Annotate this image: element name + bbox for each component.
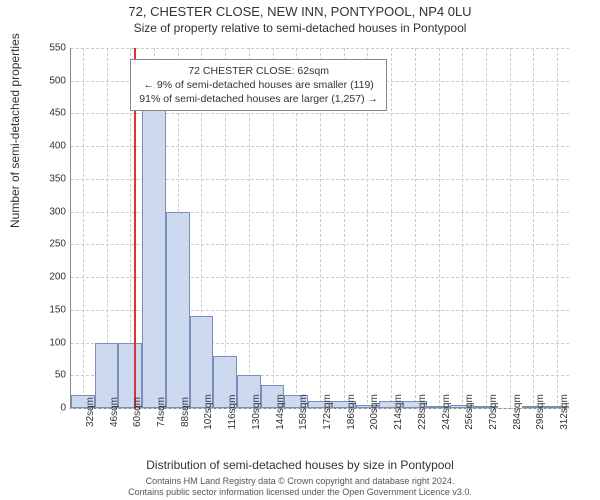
gridline-v	[533, 48, 534, 408]
histogram-bar	[142, 110, 166, 408]
ytick-label: 550	[36, 43, 66, 54]
ytick-label: 200	[36, 272, 66, 283]
ytick-label: 150	[36, 304, 66, 315]
xtick-label: 172sqm	[322, 394, 333, 430]
footer-line2: Contains public sector information licen…	[128, 487, 472, 497]
gridline-v	[462, 48, 463, 408]
xtick-label: 200sqm	[369, 394, 380, 430]
y-axis-label: Number of semi-detached properties	[8, 33, 22, 228]
x-axis-label: Distribution of semi-detached houses by …	[0, 458, 600, 472]
footer-line1: Contains HM Land Registry data © Crown c…	[146, 476, 455, 486]
xtick-label: 242sqm	[441, 394, 452, 430]
ytick-label: 100	[36, 337, 66, 348]
ytick-label: 250	[36, 239, 66, 250]
xtick-label: 46sqm	[109, 397, 120, 427]
gridline-v	[391, 48, 392, 408]
gridline-v	[439, 48, 440, 408]
xtick-label: 228sqm	[417, 394, 428, 430]
xtick-label: 284sqm	[512, 394, 523, 430]
xtick-label: 74sqm	[156, 397, 167, 427]
xtick-label: 144sqm	[275, 394, 286, 430]
chart-title-sub: Size of property relative to semi-detach…	[0, 21, 600, 35]
ytick-label: 50	[36, 370, 66, 381]
xtick-label: 130sqm	[251, 394, 262, 430]
gridline-v	[510, 48, 511, 408]
ytick-label: 450	[36, 108, 66, 119]
xtick-label: 102sqm	[203, 394, 214, 430]
ytick-label: 0	[36, 403, 66, 414]
xtick-label: 32sqm	[85, 397, 96, 427]
chart-title-main: 72, CHESTER CLOSE, NEW INN, PONTYPOOL, N…	[0, 0, 600, 19]
xtick-label: 186sqm	[346, 394, 357, 430]
xtick-label: 88sqm	[180, 397, 191, 427]
plot-area: 72 CHESTER CLOSE: 62sqm← 9% of semi-deta…	[70, 48, 569, 409]
histogram-bar	[166, 212, 190, 408]
xtick-label: 270sqm	[488, 394, 499, 430]
xtick-label: 60sqm	[132, 397, 143, 427]
gridline-v	[557, 48, 558, 408]
annotation-line1: 72 CHESTER CLOSE: 62sqm	[139, 64, 378, 78]
ytick-label: 400	[36, 141, 66, 152]
ytick-label: 300	[36, 206, 66, 217]
chart-container: { "title_main": "72, CHESTER CLOSE, NEW …	[0, 0, 600, 500]
xtick-label: 214sqm	[393, 394, 404, 430]
annotation-box: 72 CHESTER CLOSE: 62sqm← 9% of semi-deta…	[130, 59, 387, 112]
ytick-label: 500	[36, 75, 66, 86]
xtick-label: 116sqm	[227, 395, 238, 430]
xtick-label: 158sqm	[298, 394, 309, 430]
annotation-line3: 91% of semi-detached houses are larger (…	[139, 92, 378, 106]
gridline-v	[486, 48, 487, 408]
xtick-label: 256sqm	[464, 394, 475, 430]
annotation-line2: ← 9% of semi-detached houses are smaller…	[139, 78, 378, 92]
ytick-label: 350	[36, 173, 66, 184]
chart-footer: Contains HM Land Registry data © Crown c…	[0, 476, 600, 499]
xtick-label: 312sqm	[559, 394, 570, 430]
gridline-v	[83, 48, 84, 408]
gridline-v	[415, 48, 416, 408]
xtick-label: 298sqm	[535, 394, 546, 430]
